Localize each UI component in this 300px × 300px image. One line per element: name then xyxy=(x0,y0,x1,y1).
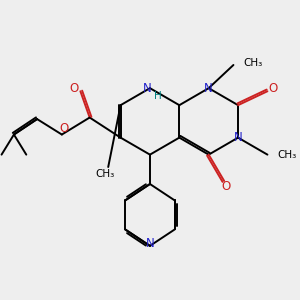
Text: O: O xyxy=(60,122,69,136)
Text: H: H xyxy=(154,91,162,101)
Text: N: N xyxy=(146,238,154,250)
Text: CH₃: CH₃ xyxy=(277,150,297,160)
Text: O: O xyxy=(70,82,79,95)
Text: N: N xyxy=(234,131,242,144)
Text: CH₃: CH₃ xyxy=(243,58,262,68)
Text: N: N xyxy=(143,82,152,95)
Text: N: N xyxy=(204,82,213,95)
Text: O: O xyxy=(221,180,230,193)
Text: CH₃: CH₃ xyxy=(95,169,115,179)
Text: O: O xyxy=(268,82,278,95)
